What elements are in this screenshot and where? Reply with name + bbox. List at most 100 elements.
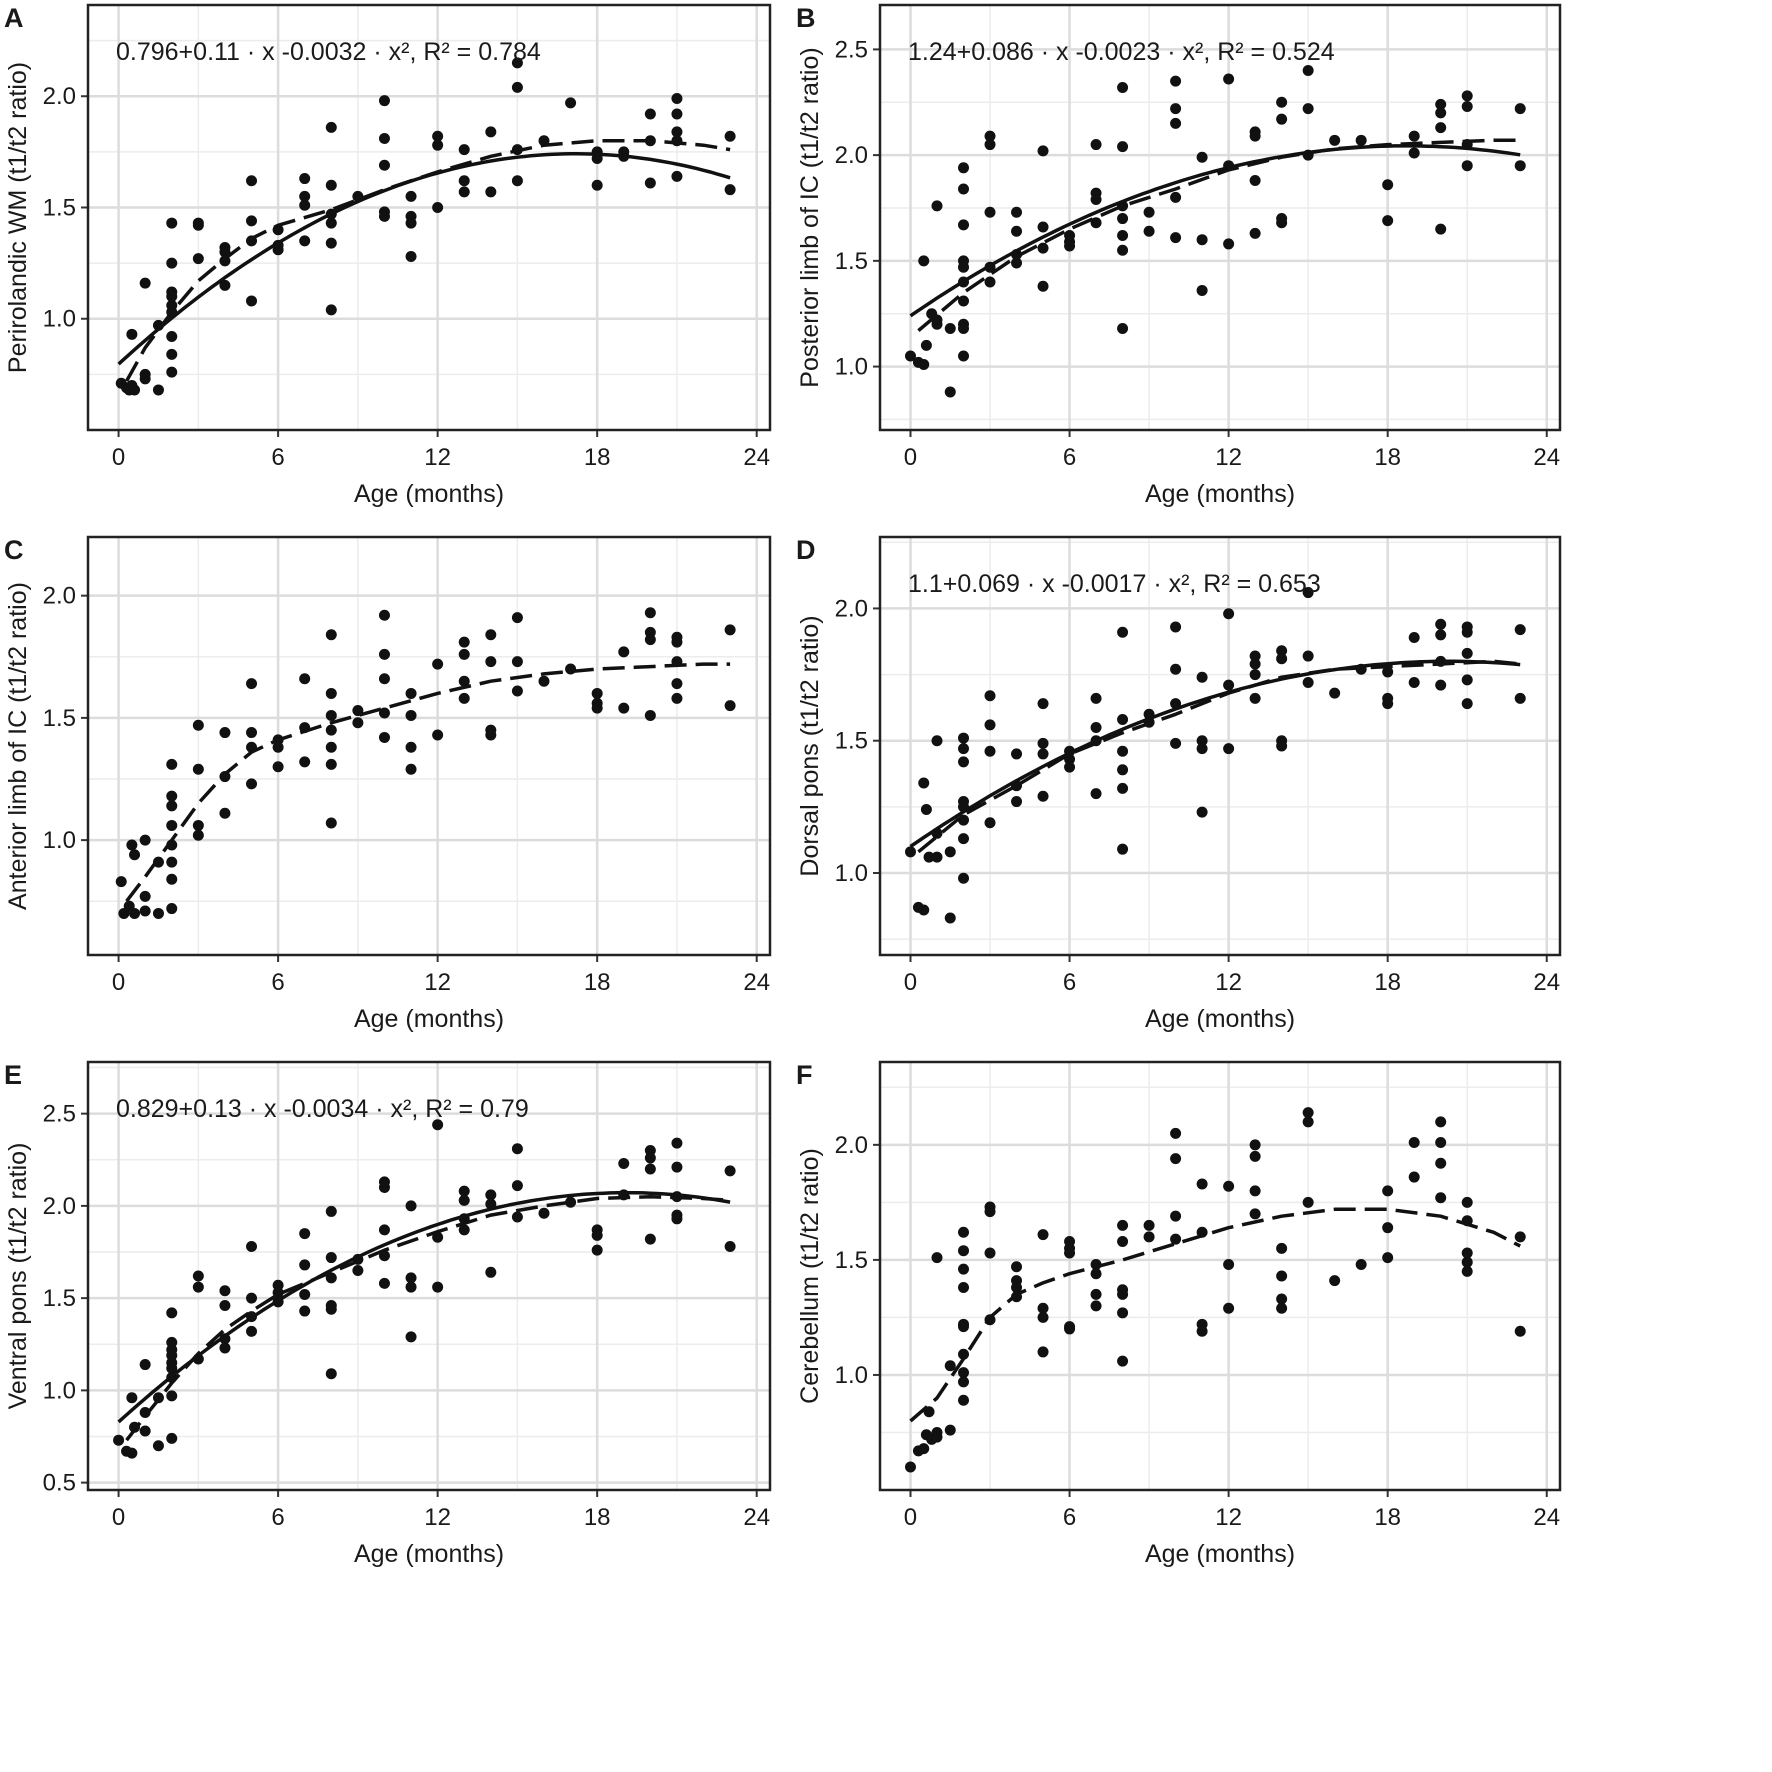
- data-point: [139, 905, 151, 917]
- data-point: [432, 201, 444, 213]
- data-point: [246, 1240, 258, 1252]
- data-point: [1117, 745, 1129, 757]
- panel-b: 0 6 12 18 24 1.0 1.5 2.0 2.5 1.24+0.086 · x -0.00…: [796, 3, 1562, 508]
- data-point: [1276, 1293, 1288, 1305]
- panel-label: C: [4, 535, 24, 565]
- data-point: [958, 833, 970, 845]
- data-point: [1461, 1256, 1473, 1268]
- data-point: [1037, 698, 1049, 710]
- data-point: [1435, 1157, 1447, 1169]
- data-point: [299, 1259, 311, 1271]
- data-point: [1302, 587, 1314, 599]
- data-point: [299, 190, 311, 202]
- data-point: [958, 1394, 970, 1406]
- y-tick-label: 1.5: [835, 728, 868, 755]
- data-point: [325, 1368, 337, 1380]
- data-point: [538, 1207, 550, 1219]
- plot-background: [88, 1062, 770, 1490]
- data-point: [671, 126, 683, 138]
- plot-content: [115, 57, 736, 396]
- data-point: [352, 1264, 364, 1276]
- data-point: [1037, 1346, 1049, 1358]
- loess-line: [917, 138, 1521, 332]
- x-tick-label: 24: [1533, 1504, 1560, 1531]
- data-point: [405, 1200, 417, 1212]
- data-point: [1011, 1261, 1023, 1273]
- x-tick-label: 12: [1215, 1504, 1242, 1531]
- data-point: [1037, 221, 1049, 233]
- data-point: [1170, 737, 1182, 749]
- data-point: [724, 700, 736, 712]
- data-point: [405, 763, 417, 775]
- data-point: [1037, 1229, 1049, 1241]
- data-point: [644, 1163, 656, 1175]
- y-tick-label: 1.5: [43, 194, 76, 221]
- panel-label: F: [796, 1060, 813, 1090]
- data-point: [1514, 624, 1526, 636]
- data-point: [378, 707, 390, 719]
- data-point: [139, 1359, 151, 1371]
- data-point: [1170, 1127, 1182, 1139]
- data-point: [511, 57, 523, 69]
- data-point: [984, 690, 996, 702]
- data-point: [325, 629, 337, 641]
- data-point: [272, 741, 284, 753]
- data-point: [511, 1143, 523, 1155]
- data-point: [1276, 96, 1288, 108]
- y-tick-label: 2.0: [835, 1132, 868, 1159]
- data-point: [984, 1206, 996, 1218]
- data-point: [1117, 1307, 1129, 1319]
- data-point: [1117, 1355, 1129, 1367]
- data-point: [1461, 698, 1473, 710]
- x-tick-label: 6: [271, 969, 284, 996]
- data-point: [724, 624, 736, 636]
- data-point: [1223, 1258, 1235, 1270]
- data-point: [1037, 280, 1049, 292]
- plot-content: [904, 587, 1526, 924]
- data-point: [1090, 1268, 1102, 1280]
- data-point: [920, 803, 932, 815]
- plot-content: [115, 607, 736, 919]
- data-point: [1117, 323, 1129, 335]
- data-point: [405, 1331, 417, 1343]
- data-point: [1435, 1116, 1447, 1128]
- data-point: [1329, 1275, 1341, 1287]
- data-point: [192, 763, 204, 775]
- data-point: [432, 1119, 444, 1131]
- data-point: [1170, 621, 1182, 633]
- data-point: [246, 295, 258, 307]
- data-point: [405, 741, 417, 753]
- data-point: [618, 702, 630, 714]
- y-axis-label: Cerebellum (t1/t2 ratio): [796, 1148, 824, 1404]
- data-point: [166, 856, 178, 868]
- data-point: [325, 1205, 337, 1217]
- data-point: [1170, 75, 1182, 87]
- data-point: [246, 1292, 258, 1304]
- data-point: [1408, 677, 1420, 689]
- data-point: [1090, 1288, 1102, 1300]
- data-point: [115, 876, 127, 888]
- data-point: [724, 1240, 736, 1252]
- data-point: [958, 1226, 970, 1238]
- data-point: [1170, 191, 1182, 203]
- data-point: [378, 210, 390, 222]
- x-tick-label: 18: [1374, 444, 1401, 471]
- data-point: [1276, 1302, 1288, 1314]
- x-tick-label: 0: [112, 444, 125, 471]
- data-point: [192, 1281, 204, 1293]
- data-point: [918, 1443, 930, 1455]
- panel-label: A: [4, 3, 24, 33]
- loess-line: [125, 662, 731, 903]
- data-point: [325, 217, 337, 229]
- data-point: [511, 1211, 523, 1223]
- data-point: [219, 1285, 231, 1297]
- quadratic-fit-line: [117, 1190, 731, 1424]
- panel-d: 0 6 12 18 24 1.0 1.5 2.0 1.1+0.069 · x -0.0017 ·…: [796, 535, 1562, 1033]
- data-point: [1011, 206, 1023, 218]
- y-axis-label: Posterior limb of IC (t1/t2 ratio): [796, 47, 824, 387]
- data-point: [1461, 1247, 1473, 1259]
- data-point: [1249, 227, 1261, 239]
- data-point: [984, 276, 996, 288]
- data-point: [511, 81, 523, 93]
- plot-border: [86, 535, 772, 957]
